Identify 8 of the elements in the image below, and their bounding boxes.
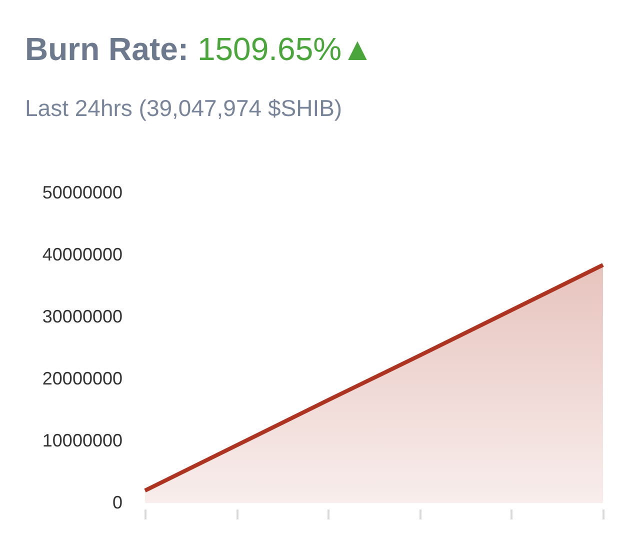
y-tick-label: 10000000 bbox=[42, 430, 122, 450]
y-tick-label: 20000000 bbox=[42, 368, 122, 388]
chart-title: Burn Rate: 1509.65%▲ bbox=[25, 31, 374, 67]
y-tick-label: 30000000 bbox=[42, 306, 122, 326]
y-tick-label: 0 bbox=[112, 492, 122, 512]
y-tick-label: 40000000 bbox=[42, 244, 122, 264]
chart-subtitle: Last 24hrs (39,047,974 $SHIB) bbox=[25, 95, 342, 121]
y-tick-label: 50000000 bbox=[42, 182, 122, 202]
